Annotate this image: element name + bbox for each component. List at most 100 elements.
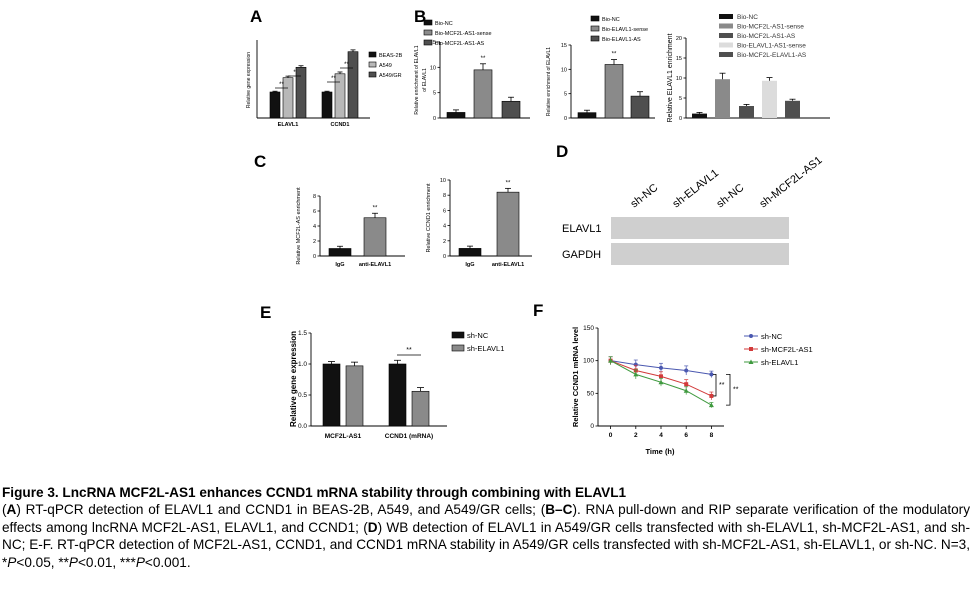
ylabel-panel-b1: Relative enrichment of ELAVL1 xyxy=(414,45,420,114)
ylabel-e: Relative gene expression xyxy=(289,331,298,427)
bar-panel-b2-Bio-ELAVL1-AS xyxy=(630,95,650,119)
legend-label-b3: Bio-ELAVL1-AS1-sense xyxy=(737,43,806,50)
legend-label-a: A549 xyxy=(379,63,392,69)
legend-label-b2: Bio-ELAVL1-AS xyxy=(602,37,641,43)
panel-b3-ytick-label: 0 xyxy=(679,116,682,122)
panel-b1-ytick-label: 5 xyxy=(433,91,436,97)
legend-swatch-e xyxy=(451,344,465,352)
panel-f-ytick-label: 50 xyxy=(587,390,595,397)
caption-text: (A) RT-qPCR detection of ELAVL1 and CCND… xyxy=(2,502,971,570)
point-f-sh-MCF2L-AS1 xyxy=(684,382,689,387)
sig-mark-a: * xyxy=(293,70,296,76)
panel-label-a: A xyxy=(250,7,262,26)
sig-mark-a: ** xyxy=(279,82,284,88)
ylabel-b1-line2: of ELAVL1 xyxy=(422,68,428,92)
xtick-label-e: CCND1 (mRNA) xyxy=(385,433,433,440)
xtick-label-f: 4 xyxy=(659,432,663,439)
ylabel-panel-c2: Relative CCND1 enrichment xyxy=(426,183,432,253)
ylabel-panel-b3: Relative ELAVL1 enrichment xyxy=(667,33,674,122)
panel-b2-ytick-label: 15 xyxy=(561,43,567,49)
legend-label-e: sh-NC xyxy=(467,331,489,340)
bar-panel-b1-Bio-MCF2L-AS1-AS xyxy=(501,100,521,119)
legend-label-a: BEAS-2B xyxy=(379,53,403,59)
sig-bracket-f xyxy=(726,373,731,406)
sig-mark-f: ** xyxy=(733,387,739,394)
xtick-label-c2: anti-ELAVL1 xyxy=(492,262,524,268)
sig-mark-panel-b1: ** xyxy=(481,56,486,62)
xtick-label-e: MCF2L-AS1 xyxy=(325,433,362,440)
lane-label-d: sh-NC xyxy=(714,182,746,211)
panel-c1-ytick-label: 0 xyxy=(313,254,316,260)
bar-a-CCND1-BEAS-2B xyxy=(321,91,333,119)
figure-canvas: A B C D E F ELAVL1 CCND1 Relative gene exp… xyxy=(246,7,830,456)
bar-panel-c2-anti-ELAVL1 xyxy=(496,191,520,257)
xtick-label-f: 2 xyxy=(634,432,638,439)
xtick-label-a: CCND1 xyxy=(331,122,350,128)
sig-mark-panel-c1: ** xyxy=(373,205,378,211)
legend-label-b1: Bio-MCF2L-AS1-sense xyxy=(435,31,492,37)
legend-label-b2: Bio-ELAVL1-sense xyxy=(602,27,648,33)
panel-e-ytick-label: 1.5 xyxy=(298,330,307,337)
bar-panel-c2-IgG xyxy=(458,248,482,257)
ylabel-f: Relative CCND1 mRNA level xyxy=(571,327,580,427)
bar-e-MCF2L-AS1-sh-NC xyxy=(322,363,341,427)
legend-swatch-a xyxy=(368,51,377,58)
legend-label-b3: Bio-MCF2L-ELAVL1-AS xyxy=(737,52,807,59)
point-f-sh-MCF2L-AS1 xyxy=(709,393,714,398)
legend-label-b1: Bio-NC xyxy=(435,21,453,27)
bar-a-CCND1-A549/GR xyxy=(347,51,359,119)
legend-label-f: sh-MCF2L-AS1 xyxy=(761,345,813,354)
point-f-sh-ELAVL1 xyxy=(633,371,639,377)
legend-swatch-b3 xyxy=(719,23,733,29)
legend-swatch-a xyxy=(368,71,377,78)
panel-c1-ytick-label: 6 xyxy=(313,209,316,215)
xlabel-f: Time (h) xyxy=(645,447,675,456)
xtick-label-c1: anti-ELAVL1 xyxy=(359,262,391,268)
bar-panel-b2-Bio-NC xyxy=(577,112,597,119)
bar-a-ELAVL1-A549/GR xyxy=(295,67,307,119)
sig-mark-f: ** xyxy=(719,382,725,389)
legend-label-b3: Bio-NC xyxy=(737,14,758,21)
blot-strip-ELAVL1 xyxy=(611,217,789,239)
legend-label-f: sh-NC xyxy=(761,332,783,341)
legend-swatch-a xyxy=(368,61,377,68)
panel-e-ytick-label: 0.0 xyxy=(298,423,307,430)
panel-b3-ytick-label: 15 xyxy=(676,56,682,62)
sig-mark-a: ** xyxy=(331,76,336,82)
legend-swatch-b1 xyxy=(423,29,433,36)
lane-label-d: sh-ELAVL1 xyxy=(670,167,721,210)
panel-label-e: E xyxy=(260,303,271,322)
bar-panel-b1-Bio-NC xyxy=(446,112,466,119)
caption-title: Figure 3. LncRNA MCF2L-AS1 enhances CCND… xyxy=(2,485,627,500)
panel-b1-ytick-label: 15 xyxy=(430,40,436,46)
bar-panel-b1-Bio-MCF2L-AS1-sense xyxy=(473,69,493,119)
bar-panel-b3-Bio-MCF2L-ELAVL1-AS xyxy=(785,100,800,118)
row-label-d: GAPDH xyxy=(562,249,601,261)
legend-label-b2: Bio-NC xyxy=(602,17,620,23)
panel-c1-ytick-label: 8 xyxy=(313,194,316,200)
panel-f-ytick-label: 100 xyxy=(583,358,594,365)
xtick-label-c2: IgG xyxy=(465,262,474,268)
point-f-sh-ELAVL1 xyxy=(683,388,689,393)
row-label-d: ELAVL1 xyxy=(562,223,602,235)
xtick-label-f: 8 xyxy=(710,432,714,439)
point-f-sh-ELAVL1 xyxy=(608,358,614,363)
legend-swatch-b3 xyxy=(719,33,733,38)
panel-c2-ytick-label: 2 xyxy=(443,239,446,245)
panel-b1-ytick-label: 10 xyxy=(430,65,436,71)
bar-e-CCND1 (mRNA)-sh-NC xyxy=(388,363,407,427)
sig-mark-panel-c2: ** xyxy=(506,180,511,186)
point-f-sh-NC xyxy=(684,368,689,373)
legend-swatch-b3 xyxy=(719,52,733,57)
ylabel-panel-b2: Relative enrichment of ELAVL1 xyxy=(546,47,552,116)
xtick-label-f: 0 xyxy=(609,432,613,439)
bar-a-ELAVL1-BEAS-2B xyxy=(269,91,281,119)
legend-label-b3: Bio-MCF2L-AS1-AS xyxy=(737,33,796,40)
panel-b2-ytick-label: 0 xyxy=(564,116,567,122)
point-f-sh-ELAVL1 xyxy=(658,379,664,385)
panel-c2-ytick-label: 6 xyxy=(443,208,446,214)
figure-caption: Figure 3. LncRNA MCF2L-AS1 enhances CCND… xyxy=(2,484,970,571)
sig-mark-e: ** xyxy=(406,347,412,354)
panel-e-ytick-label: 1.0 xyxy=(298,361,307,368)
panel-b3-ytick-label: 20 xyxy=(676,36,682,42)
